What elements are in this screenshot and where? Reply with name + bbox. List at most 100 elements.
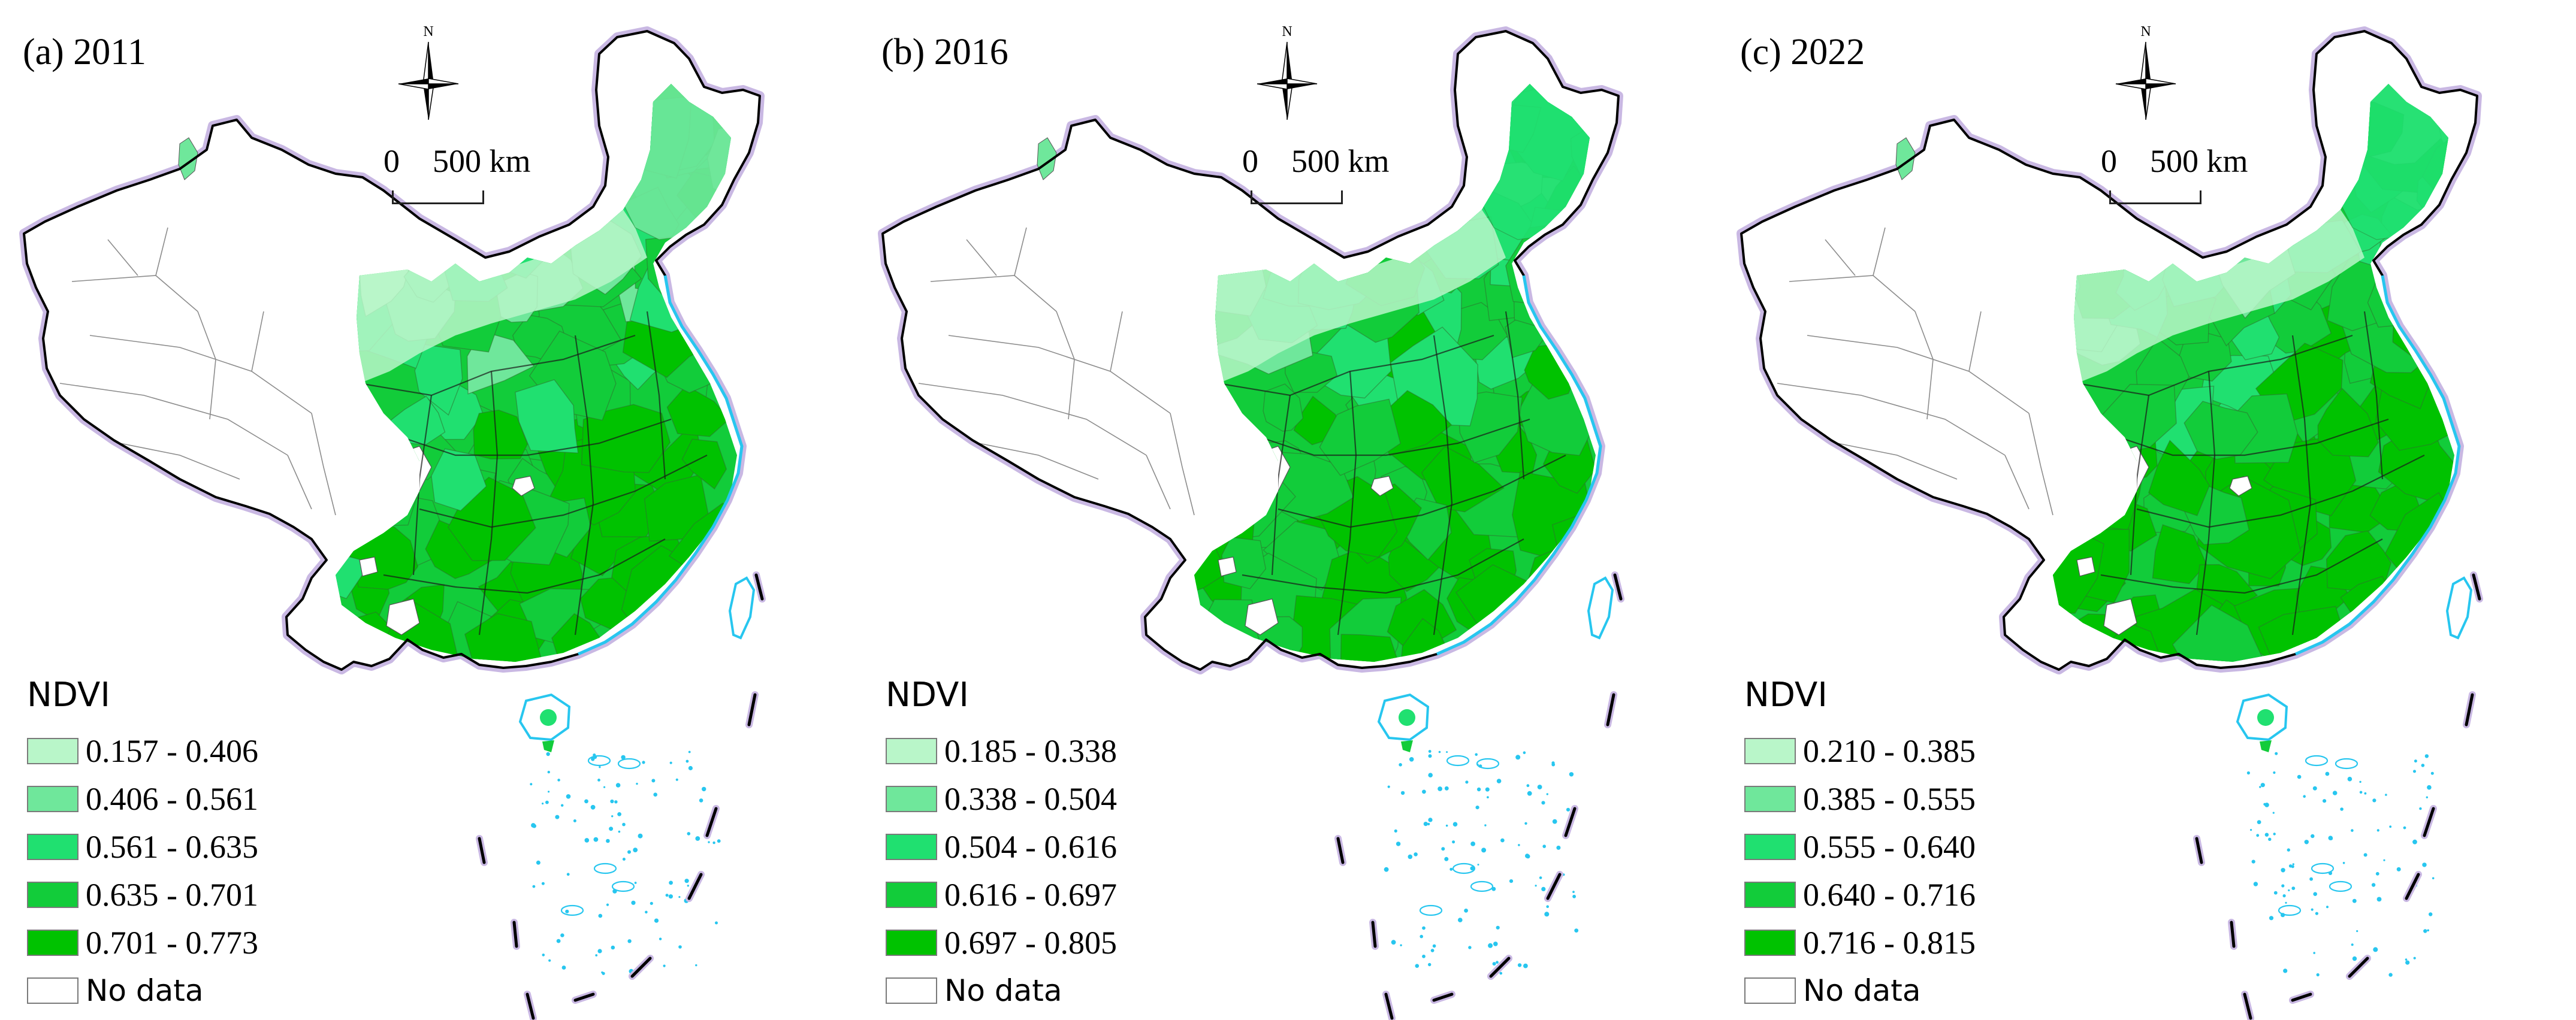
island-dot — [610, 799, 614, 804]
legend-swatch — [27, 930, 78, 956]
island-dot — [2272, 812, 2275, 814]
island-dot — [1541, 886, 1546, 891]
island-dot — [636, 782, 638, 785]
legend-label: 0.406 - 0.561 — [86, 781, 258, 817]
island-dot — [1493, 942, 1498, 946]
taiwan-island — [2445, 576, 2473, 640]
island-dot — [1422, 926, 1426, 930]
internal-boundary — [1056, 311, 1075, 420]
north-low-ndvi-band — [1194, 210, 1506, 383]
island-cluster — [2329, 880, 2352, 892]
boundary-dash — [2195, 837, 2203, 864]
panel-title: (a) 2011 — [23, 32, 147, 72]
island-dot — [1428, 750, 1432, 753]
north-arrow: N — [389, 24, 467, 120]
internal-boundary — [2028, 413, 2053, 516]
island-dot — [2260, 783, 2265, 788]
legend-label: 0.635 - 0.701 — [86, 877, 258, 913]
island-dot — [530, 783, 533, 786]
legend-swatch-no-data — [27, 977, 78, 1004]
island-dot — [1569, 772, 1574, 777]
island-dot — [1444, 856, 1449, 861]
island-dot — [654, 918, 659, 923]
island-dot — [1527, 791, 1532, 796]
island-dot — [2351, 829, 2354, 832]
island-dot — [599, 766, 601, 768]
island-dot — [1464, 909, 1468, 913]
prefecture-region — [2420, 222, 2454, 283]
island-dot — [2264, 833, 2269, 837]
island-dot — [1428, 754, 1432, 758]
prefecture-region — [473, 409, 529, 460]
scale-bar: 0 500 km — [1242, 143, 1398, 208]
island-dot — [717, 839, 721, 843]
boundary-dash — [1371, 921, 1377, 948]
island-dot — [561, 804, 564, 807]
south-sea-islands — [530, 750, 721, 975]
island-dot — [1422, 954, 1426, 958]
island-dot — [1524, 822, 1527, 825]
island-dot — [1438, 750, 1441, 753]
island-dot — [1526, 784, 1530, 788]
island-dot — [1399, 763, 1402, 767]
island-dot — [1537, 785, 1542, 789]
prefecture-region — [581, 404, 671, 473]
island-dot — [1485, 787, 1490, 792]
prefecture-region — [2148, 440, 2210, 516]
internal-boundary — [1777, 383, 2006, 456]
island-cluster — [2311, 862, 2335, 874]
island-dot — [2422, 862, 2427, 867]
no-data-hole — [1245, 598, 1279, 635]
legend-item: 0.555 - 0.640 — [1744, 823, 2104, 871]
no-data-hole — [512, 476, 535, 497]
island-dot — [1423, 822, 1428, 827]
island-dot — [584, 799, 588, 804]
island-dot — [1546, 793, 1548, 795]
island-dot — [2281, 884, 2285, 888]
prefecture-region — [1550, 294, 1590, 335]
prefecture-region — [464, 613, 543, 662]
island-dot — [627, 939, 632, 943]
island-dot — [2323, 799, 2327, 803]
internal-boundary — [978, 443, 1099, 480]
island-dot — [688, 750, 691, 753]
island-dot — [687, 832, 691, 836]
island-dot — [1400, 944, 1402, 946]
boundary-dash — [754, 573, 764, 601]
island-dot — [1444, 786, 1449, 791]
legend-item: 0.635 - 0.701 — [27, 871, 386, 919]
legend-item: 0.406 - 0.561 — [27, 775, 386, 823]
legend-label: 0.640 - 0.716 — [1803, 877, 1976, 913]
island-dot — [1556, 845, 1561, 850]
island-dot — [547, 770, 550, 774]
island-dot — [2371, 883, 2376, 887]
island-dot — [1487, 796, 1489, 798]
boundary-dash — [2243, 992, 2252, 1020]
legend-title: NDVI — [27, 676, 110, 715]
legend-title: NDVI — [886, 676, 969, 715]
island-dot — [2297, 774, 2302, 779]
island-dot — [2383, 859, 2385, 861]
island-dot — [645, 910, 648, 914]
island-dot — [708, 841, 710, 843]
map-panel-1: (a) 2011 N 0 500 km NDVI 0.157 - 0.406 0.406 -… — [0, 0, 859, 1020]
no-data-hole — [2229, 476, 2252, 497]
no-data-hole — [2103, 598, 2137, 635]
island-dot — [1422, 789, 1426, 794]
north-label: N — [1282, 24, 1292, 40]
island-dot — [684, 879, 689, 883]
ndvi-legend: NDVI 0.185 - 0.338 0.338 - 0.504 0.504 - 0.… — [886, 676, 1245, 1015]
island-dot — [2311, 908, 2314, 911]
island-dot — [2304, 840, 2309, 845]
island-dot — [2291, 886, 2296, 890]
internal-boundary — [1170, 413, 1195, 516]
island-dot — [542, 803, 544, 805]
legend-label-no-data: No data — [86, 973, 204, 1008]
legend-item-no-data: No data — [886, 967, 1245, 1015]
china-ndvi-map — [878, 26, 1624, 1020]
legend-label: 0.716 - 0.815 — [1803, 925, 1976, 961]
prefecture-region — [1400, 618, 1451, 662]
island-dot — [1415, 964, 1420, 968]
south-sea-islands — [2246, 752, 2435, 977]
island-dot — [1492, 962, 1496, 966]
